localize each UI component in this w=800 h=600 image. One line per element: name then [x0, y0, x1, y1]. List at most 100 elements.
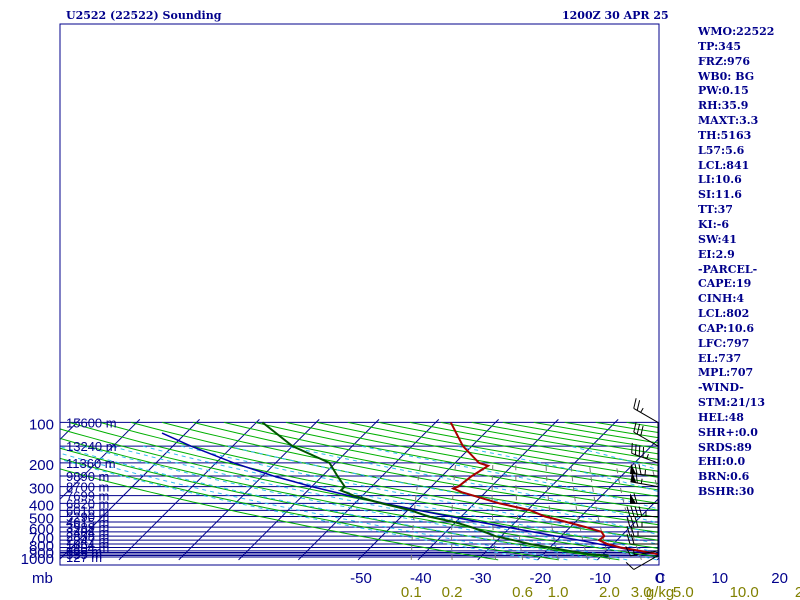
height-label: 4615 m	[66, 515, 109, 530]
wind-barb-feather	[636, 400, 641, 411]
index-item: SHR+:0.0	[698, 425, 758, 439]
mixing-ratio-line	[570, 462, 589, 561]
wind-barb	[625, 546, 659, 557]
dewpoint-trace	[261, 421, 609, 557]
temp-tick-label: 20	[771, 570, 788, 587]
index-item: CAP:10.6	[698, 321, 755, 335]
mixing-ratio-label: 3.0	[631, 584, 652, 600]
index-item: EI:2.9	[698, 247, 735, 261]
index-item: MAXT:3.3	[698, 114, 759, 128]
wind-barb-feather	[626, 516, 631, 528]
wind-barb-feather	[630, 526, 635, 537]
pressure-tick-label: 200	[29, 457, 54, 474]
wind-barb	[626, 516, 658, 528]
index-item: HEL:48	[698, 410, 744, 424]
dry-adiabat	[60, 457, 559, 561]
wind-barb-feather	[626, 533, 631, 545]
moist-adiabat	[456, 445, 659, 493]
wind-barb-feather	[630, 533, 635, 545]
height-label: 9890 m	[66, 469, 109, 484]
wind-barb-feather	[634, 463, 638, 475]
index-item: SRDS:89	[698, 440, 752, 454]
pressure-tick-label: 900	[29, 545, 54, 562]
height-label: 15600 m	[66, 415, 117, 430]
height-label: 8700 m	[66, 480, 109, 495]
height-label: 7699 m	[66, 489, 109, 504]
mixing-ratio-label: 20.0	[795, 584, 800, 600]
isotherm-line	[238, 419, 380, 561]
moist-adiabat	[82, 445, 628, 561]
pressure-tick-label: 100	[29, 416, 54, 433]
temp-tick-label: -10	[589, 570, 611, 587]
pressure-tick-label: 400	[29, 497, 54, 514]
wind-barb-feather	[630, 516, 635, 528]
index-item: WB0: BG	[698, 69, 755, 83]
temp-tick-label: -20	[530, 570, 552, 587]
index-item: SW:41	[698, 232, 737, 246]
wind-barb-flag	[630, 463, 637, 475]
mixing-ratio-line	[491, 462, 497, 560]
height-label: 5290 m	[66, 509, 109, 524]
wind-barb-feather	[640, 425, 644, 437]
wind-barb	[626, 526, 658, 537]
temp-unit-label: C	[655, 570, 666, 587]
height-label: 6820 m	[66, 496, 109, 511]
wind-barb-shaft	[633, 431, 659, 447]
wind-barb-feather	[633, 421, 637, 433]
wind-barb-feather	[638, 506, 643, 517]
wind-barb-flag	[630, 471, 637, 483]
index-item: MPL:707	[698, 366, 754, 380]
wind-barbs	[625, 398, 659, 570]
height-label: 535 m	[66, 547, 102, 562]
stability-indices: WMO:22522 TP:345 FRZ:976 WB0: BG PW:0.15 RH:3…	[698, 25, 774, 500]
index-item: -WIND-	[698, 381, 744, 395]
height-label: 2858 m	[66, 529, 109, 544]
moist-adiabat	[60, 446, 598, 561]
index-item: SI:11.6	[698, 188, 742, 202]
wind-barb-shaft	[630, 481, 659, 488]
wind-barb	[625, 555, 659, 570]
mixing-ratio-label: 10.0	[730, 584, 759, 600]
wind-barb	[626, 506, 658, 517]
plot-frame	[59, 23, 660, 566]
mixing-ratio-line	[451, 462, 457, 560]
wind-barb-feather	[626, 506, 631, 517]
mixing-ratio-line	[789, 463, 800, 560]
dry-adiabat	[69, 421, 659, 541]
wind-barb-feather	[631, 442, 633, 454]
wind-barb-shaft	[633, 555, 659, 570]
index-item: FRZ:976	[698, 54, 751, 68]
index-item: LI:10.6	[698, 173, 742, 187]
dry-adiabat	[192, 421, 659, 511]
wind-barb	[633, 398, 659, 423]
height-label: 1864 m	[66, 537, 109, 552]
temp-tick-label: 10	[711, 570, 728, 587]
wind-barb	[630, 463, 659, 477]
wind-barb-half-feather	[646, 453, 649, 459]
height-label: 13240 m	[66, 439, 117, 454]
wind-barb-shaft	[630, 550, 659, 557]
wind-barb	[630, 493, 658, 504]
dry-adiabat	[60, 468, 499, 561]
dry-adiabat	[223, 421, 659, 504]
isotherm-line	[777, 419, 800, 559]
mixing-ratio-line	[588, 462, 611, 561]
pressure-tick-label: 500	[29, 510, 54, 527]
pressure-tick-label: 600	[29, 521, 54, 538]
index-item: EL:737	[698, 351, 742, 365]
wind-barb-feather	[634, 506, 639, 517]
mixing-ratio-label: 0.2	[442, 584, 463, 600]
wind-barb-half-feather	[640, 478, 643, 484]
index-item: -PARCEL-	[698, 262, 758, 276]
index-item: RH:35.9	[698, 99, 749, 113]
sounding-time: 1200Z 30 APR 25	[562, 9, 669, 22]
mixing-ratio-line	[615, 462, 642, 561]
index-item: LCL:841	[698, 158, 750, 172]
height-label: 960 m	[66, 544, 102, 559]
y-axis-label: mb	[32, 570, 53, 587]
mixing-ratio-label: 0.1	[401, 584, 422, 600]
wind-barb-feather	[634, 444, 637, 455]
sounding-profiles	[161, 421, 659, 557]
